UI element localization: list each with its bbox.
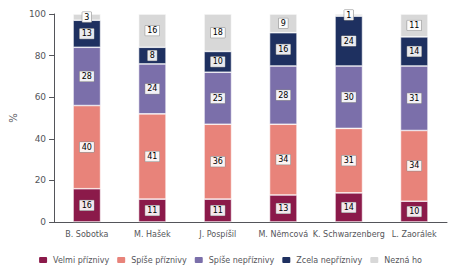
svg-text:31: 31 [344,156,354,165]
svg-text:100: 100 [29,9,46,19]
svg-text:1: 1 [346,11,351,20]
svg-text:M. Hašek: M. Hašek [134,229,171,239]
svg-text:Spíše nepříznivy: Spíše nepříznivy [209,255,275,265]
svg-text:16: 16 [278,45,288,54]
svg-text:28: 28 [82,72,92,81]
svg-text:34: 34 [409,161,419,170]
svg-text:11: 11 [409,21,419,30]
svg-text:28: 28 [278,91,288,100]
svg-text:80: 80 [35,51,47,61]
svg-text:8: 8 [150,51,155,60]
svg-text:25: 25 [213,94,223,103]
svg-text:18: 18 [213,28,223,37]
svg-text:41: 41 [147,152,157,161]
svg-text:13: 13 [82,29,92,38]
svg-text:Zcela nepříznivy: Zcela nepříznivy [296,256,362,265]
svg-text:11: 11 [147,206,157,215]
svg-text:Velmi příznivy: Velmi příznivy [53,256,109,265]
svg-text:36: 36 [213,157,223,166]
svg-text:9: 9 [281,19,286,28]
svg-text:16: 16 [82,201,92,210]
svg-text:Spíše příznivy: Spíše příznivy [131,255,187,265]
svg-text:M. Němcová: M. Němcová [258,230,308,239]
svg-text:20: 20 [35,175,47,185]
svg-text:30: 30 [344,93,354,102]
svg-text:60: 60 [35,92,47,102]
svg-text:0: 0 [40,217,46,227]
svg-text:34: 34 [278,155,288,164]
svg-text:13: 13 [278,204,288,213]
svg-text:40: 40 [35,134,47,144]
svg-text:16: 16 [147,26,157,35]
svg-text:%: % [8,113,19,123]
svg-text:24: 24 [344,37,354,46]
svg-text:14: 14 [409,47,419,56]
svg-text:K. Schwarzenberg: K. Schwarzenberg [313,230,385,239]
svg-text:B. Sobotka: B. Sobotka [65,230,108,239]
svg-text:14: 14 [344,203,354,212]
svg-text:31: 31 [409,94,419,103]
svg-text:Nezná ho: Nezná ho [384,256,422,265]
svg-text:3: 3 [84,13,89,22]
svg-text:40: 40 [82,143,92,152]
svg-text:10: 10 [213,57,223,66]
svg-text:J. Pospíšil: J. Pospíšil [198,229,236,239]
svg-text:11: 11 [213,206,223,215]
svg-text:L. Zaorálek: L. Zaorálek [392,230,437,239]
svg-text:24: 24 [147,84,157,93]
svg-text:10: 10 [409,207,419,216]
